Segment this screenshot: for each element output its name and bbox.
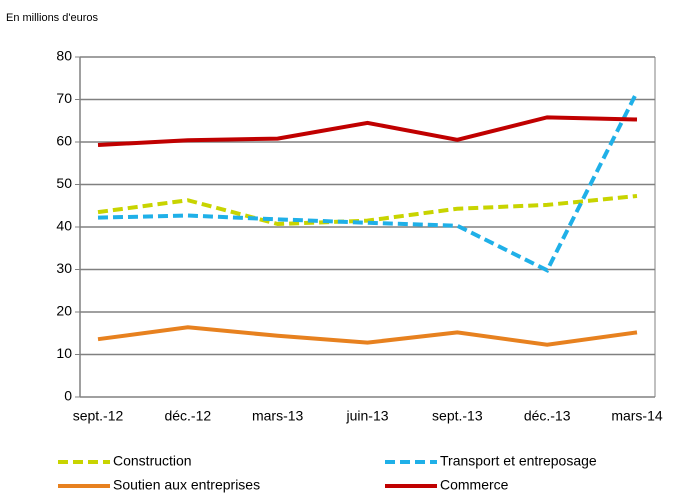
legend-label: Transport et entreposage	[440, 453, 597, 469]
x-tick-label: sept.-12	[73, 408, 124, 424]
series-line	[97, 115, 638, 147]
x-tick-label: déc.-12	[164, 408, 211, 424]
series-line	[97, 193, 638, 227]
x-tick-label: déc.-13	[524, 408, 571, 424]
y-tick-label: 30	[56, 260, 72, 276]
legend-label: Commerce	[440, 477, 509, 493]
y-tick-label: 40	[56, 218, 72, 234]
series-line	[97, 325, 638, 347]
x-tick-label: mars-14	[611, 408, 663, 424]
y-tick-label: 60	[56, 133, 72, 149]
axis-label: En millions d'euros	[6, 12, 98, 24]
x-tick-label: juin-13	[345, 408, 388, 424]
y-tick-label: 0	[64, 388, 72, 404]
legend-label: Soutien aux entreprises	[113, 477, 260, 493]
x-tick-label: mars-13	[252, 408, 304, 424]
x-tick-label: sept.-13	[432, 408, 483, 424]
legend-label: Construction	[113, 453, 192, 469]
y-tick-label: 10	[56, 345, 72, 361]
y-tick-label: 50	[56, 175, 72, 191]
y-tick-label: 80	[56, 48, 72, 64]
series-line	[97, 90, 639, 274]
y-tick-label: 70	[56, 90, 72, 106]
y-tick-label: 20	[56, 303, 72, 319]
